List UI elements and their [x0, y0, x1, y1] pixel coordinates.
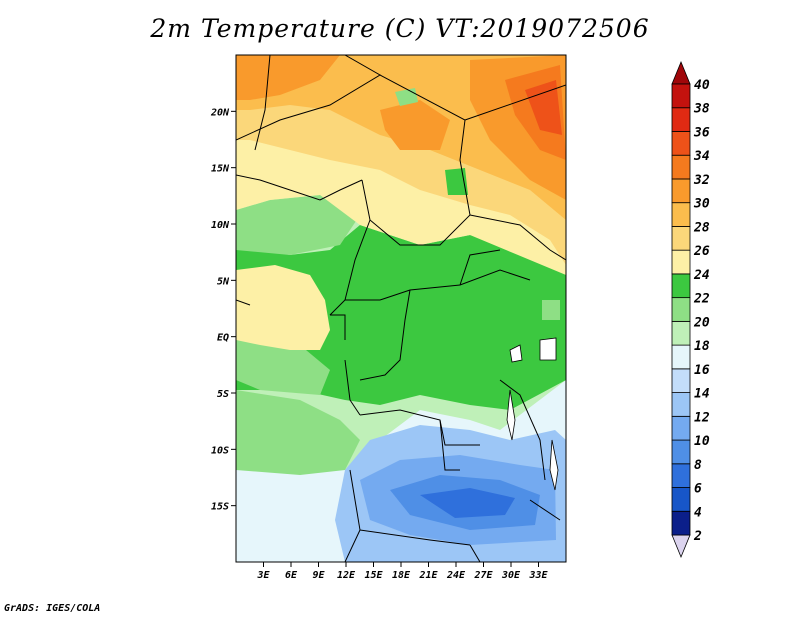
temperature-field — [236, 55, 566, 562]
field-34-36 — [525, 80, 562, 135]
colorbar-swatch — [671, 344, 691, 370]
colorbar-swatch — [671, 131, 691, 156]
field-20-22-angola — [236, 340, 330, 395]
colorbar-level-label: 26 — [693, 244, 710, 259]
lon-tick-label: 9E — [312, 570, 325, 581]
lat-tick-label: 20N — [210, 107, 230, 118]
colorbar-swatch — [671, 83, 691, 109]
colorbar-swatch — [671, 178, 691, 204]
lon-tick-label: 33E — [528, 570, 548, 581]
colorbar-level-label: 14 — [694, 387, 710, 402]
colorbar-level-label: 40 — [694, 78, 710, 93]
field-20-22-west — [236, 195, 360, 255]
field-20-22-south — [236, 390, 360, 475]
colorbar-level-label: 18 — [694, 339, 710, 354]
lon-tick-label: 3E — [256, 570, 270, 581]
lat-tick-label: 5N — [217, 276, 230, 287]
lon-tick-label: 27E — [473, 570, 493, 581]
colorbar-swatch — [671, 107, 691, 132]
colorbar-level-label: 34 — [693, 149, 710, 164]
country-borders — [236, 55, 566, 562]
colorbar-level-label: 8 — [694, 458, 702, 473]
colorbar-swatch — [671, 249, 691, 275]
colorbar-level-label: 6 — [694, 482, 702, 497]
colorbar-under-triangle — [671, 534, 691, 559]
colorbar-swatch — [671, 368, 691, 393]
colorbar-level-label: 20 — [693, 315, 710, 330]
colorbar-swatch — [671, 415, 691, 441]
colorbar-swatch — [671, 510, 691, 536]
lat-tick-label: 10S — [211, 445, 229, 456]
lon-tick-label: 21E — [418, 570, 438, 581]
field-spot-lakes — [542, 300, 560, 320]
lat-tick-label: 10N — [211, 220, 230, 231]
colorbar-swatch — [671, 273, 691, 299]
lon-tick-label: 24E — [446, 570, 466, 581]
lat-tick-label: EQ — [217, 333, 229, 344]
colorbar-level-label: 36 — [693, 125, 710, 140]
colorbar-swatch — [671, 202, 691, 227]
colorbar-level-label: 30 — [693, 197, 710, 212]
colorbar-level-label: 22 — [693, 292, 710, 307]
field-spot-darfur — [445, 168, 468, 195]
colorbar-level-label: 12 — [694, 410, 710, 425]
colorbar-level-label: 4 — [694, 505, 702, 520]
colorbar-swatch — [671, 154, 691, 180]
field-6-8 — [420, 488, 515, 518]
colorbar-level-label: 32 — [693, 173, 710, 188]
colorbar-swatch — [671, 439, 691, 465]
field-ocean-24-26 — [236, 265, 330, 350]
colorbar-level-label: 24 — [693, 268, 710, 283]
lat-tick-label: 5S — [217, 389, 229, 400]
axis-ticks: 3E 6E 9E 12E 15E 18E 21E 24E 27E 30E 33E 20N 15N 10N 5… — [210, 107, 549, 581]
lon-tick-label: 6E — [285, 570, 298, 581]
colorbar-swatch — [671, 463, 691, 488]
lon-tick-label: 15E — [364, 570, 383, 581]
lon-tick-label: 30E — [501, 570, 521, 581]
field-30-32-chad — [380, 100, 450, 150]
colorbar-swatch — [671, 226, 691, 251]
colorbar-level-label: 2 — [693, 529, 702, 544]
colorbar-swatch — [671, 320, 691, 346]
lat-tick-label: 15S — [211, 502, 229, 513]
colorbar-level-label: 28 — [693, 220, 710, 235]
field-30-32-west — [236, 55, 340, 100]
grads-credit: GrADS: IGES/COLA — [4, 603, 101, 614]
colorbar-level-label: 10 — [694, 434, 710, 449]
chart-title: 2m Temperature (C) VT:2019072506 — [150, 14, 650, 43]
colorbar-swatch — [671, 392, 691, 417]
colorbar-swatch — [671, 487, 691, 512]
colorbar-level-label: 16 — [694, 363, 710, 378]
colorbar-level-label: 38 — [693, 102, 710, 117]
lakes — [506, 337, 559, 491]
colorbar-swatch — [671, 297, 691, 322]
colorbar-over-triangle — [671, 60, 691, 85]
lon-tick-label: 18E — [392, 570, 411, 581]
lat-tick-label: 15N — [211, 164, 230, 175]
lon-tick-label: 12E — [337, 570, 356, 581]
